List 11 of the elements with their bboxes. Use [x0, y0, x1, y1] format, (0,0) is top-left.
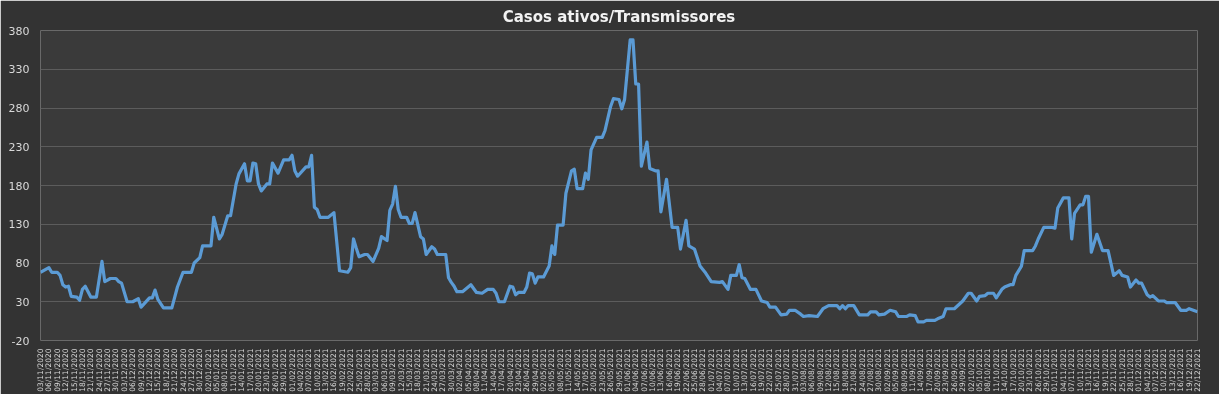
- chart-title: Casos ativos/Transmissores: [502, 7, 736, 26]
- y-tick-label: 30: [15, 295, 30, 309]
- y-tick-label: -20: [11, 334, 30, 348]
- line-series: [40, 38, 1198, 324]
- y-tick-label: 180: [8, 179, 30, 193]
- y-tick-label: 230: [8, 140, 30, 154]
- y-tick-label: 380: [8, 24, 30, 38]
- y-tick-label: 330: [8, 63, 30, 77]
- y-tick-label: 80: [15, 257, 30, 270]
- y-tick-label: 130: [8, 218, 30, 232]
- y-tick-label: 280: [8, 102, 30, 115]
